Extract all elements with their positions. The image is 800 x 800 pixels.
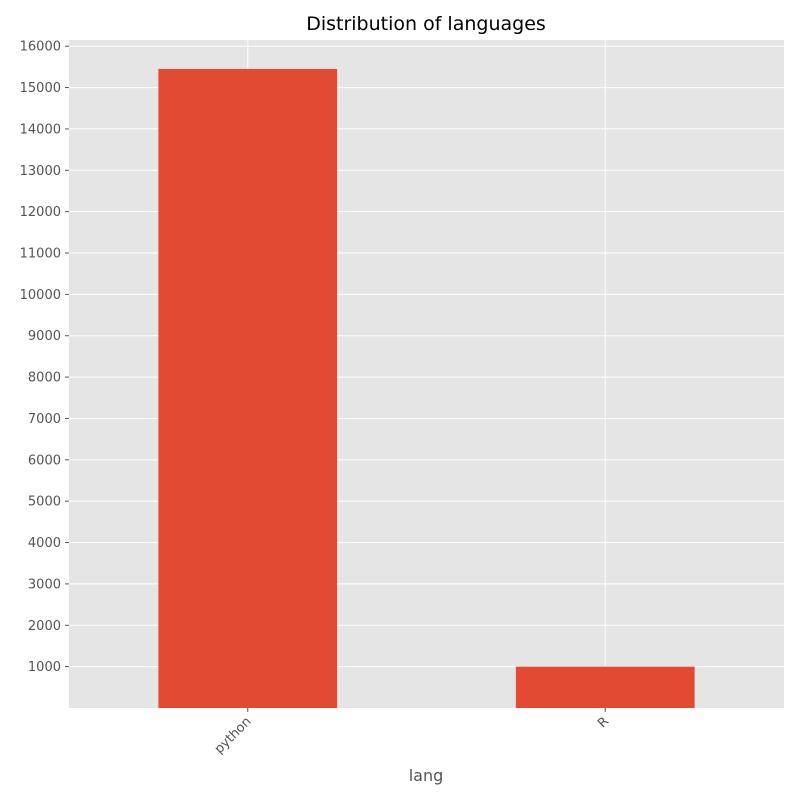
y-tick-label: 4000	[28, 536, 61, 551]
y-tick-label: 14000	[20, 122, 61, 137]
y-tick-label: 7000	[28, 412, 61, 427]
y-tick-label: 9000	[28, 329, 61, 344]
y-tick-label: 1000	[28, 660, 61, 675]
y-tick-label: 15000	[20, 81, 61, 96]
y-tick-label: 6000	[28, 453, 61, 468]
y-tick-label: 8000	[28, 371, 61, 386]
y-tick-label: 5000	[28, 495, 61, 510]
y-tick-label: 10000	[20, 288, 61, 303]
x-tick-label: python	[212, 714, 255, 757]
y-tick-label: 2000	[28, 619, 61, 634]
bars	[158, 68, 695, 709]
y-tick-label: 3000	[28, 577, 61, 592]
y-tick-label: 13000	[20, 164, 61, 179]
bar-r	[515, 666, 695, 708]
x-axis-ticks: python R	[212, 708, 612, 757]
x-tick-label: R	[595, 714, 612, 731]
y-tick-label: 16000	[20, 40, 61, 55]
y-axis-ticks: 1000 2000 3000 4000 5000 6000 7000 8000 9000 1000…	[20, 40, 69, 675]
x-axis-label: lang	[409, 766, 444, 785]
y-tick-label: 11000	[20, 247, 61, 262]
y-tick-label: 12000	[20, 205, 61, 220]
bar-python	[158, 68, 338, 709]
chart-title: Distribution of languages	[306, 13, 546, 35]
